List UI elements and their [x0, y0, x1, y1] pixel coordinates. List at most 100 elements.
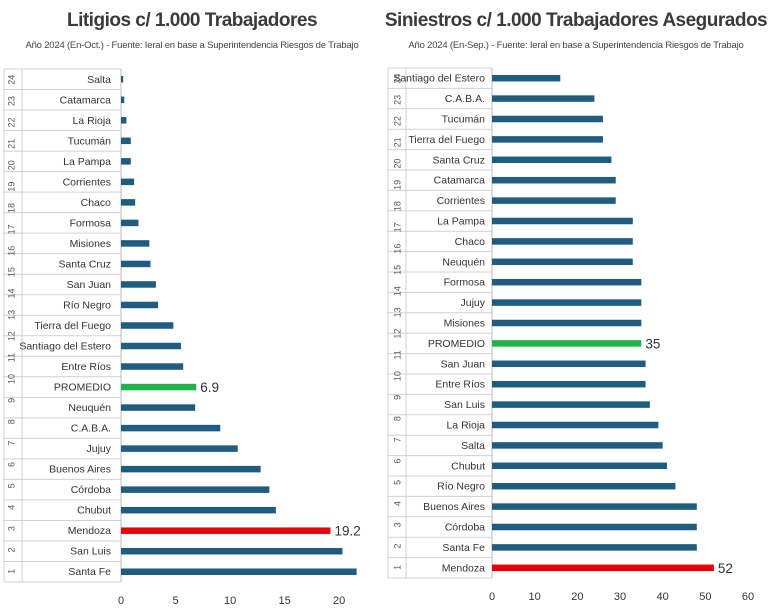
siniestros-bar — [492, 544, 697, 551]
siniestros-rank-label: 1 — [392, 565, 402, 570]
siniestros-category-label: Río Negro — [437, 481, 485, 493]
siniestros-bar — [492, 258, 633, 266]
litigios-rank-label: 13 — [6, 310, 16, 320]
litigios-highlight-bar — [121, 527, 331, 534]
siniestros-bar — [492, 360, 646, 368]
litigios-bar — [121, 486, 270, 493]
siniestros-rank-label: 2 — [392, 544, 402, 549]
siniestros-bar — [492, 401, 650, 408]
litigios-rank-label: 14 — [6, 288, 16, 298]
litigios-bar — [121, 137, 131, 145]
siniestros-rank-label: 24 — [392, 74, 402, 84]
litigios-rank-label: 18 — [6, 203, 16, 213]
siniestros-category-label: Tierra del Fuego — [408, 134, 485, 146]
siniestros-category-label: Chaco — [455, 236, 486, 248]
litigios-category-label: PROMEDIO — [54, 382, 111, 394]
litigios-rank-label: 20 — [6, 160, 16, 170]
siniestros-x-tick-label: 30 — [614, 591, 626, 603]
siniestros-bar — [492, 238, 633, 245]
litigios-bar — [121, 96, 125, 104]
litigios-category-grid — [3, 68, 121, 583]
litigios-bar — [121, 117, 127, 124]
litigios-chart-panel: Litigios c/ 1.000 Trabajadores Año 2024 … — [3, 10, 361, 607]
litigios-rank-label: 21 — [6, 139, 16, 149]
litigios-x-tick-label: 0 — [118, 595, 124, 607]
siniestros-category-label: Neuquén — [442, 256, 485, 268]
siniestros-category-label: Formosa — [444, 277, 486, 289]
siniestros-x-tick-label: 40 — [657, 591, 669, 603]
litigios-category-label: Tierra del Fuego — [34, 320, 111, 332]
litigios-rank-label: 10 — [6, 374, 16, 384]
siniestros-rank-label: 13 — [392, 307, 402, 317]
litigios-rank-label: 4 — [6, 505, 16, 510]
siniestros-category-label: Santa Fe — [442, 542, 485, 554]
siniestros-bar — [492, 136, 603, 143]
litigios-category-label: Río Negro — [63, 299, 111, 311]
litigios-chart-title: Litigios c/ 1.000 Trabajadores — [66, 10, 318, 31]
siniestros-bar — [492, 95, 595, 102]
litigios-bar — [121, 424, 221, 432]
litigios-rank-label: 17 — [6, 224, 16, 234]
litigios-rank-label: 6 — [6, 462, 16, 467]
litigios-rank-label: 5 — [6, 483, 16, 488]
litigios-bar — [121, 342, 181, 350]
siniestros-bar — [492, 421, 659, 429]
siniestros-rank-label: 10 — [392, 371, 402, 381]
siniestros-data-label: 52 — [718, 561, 733, 576]
litigios-category-label: Santiago del Estero — [19, 341, 111, 353]
siniestros-category-label: Misiones — [444, 318, 485, 330]
litigios-rank-label: 15 — [6, 267, 16, 277]
siniestros-category-grid — [387, 67, 492, 579]
siniestros-rank-label: 15 — [392, 265, 402, 275]
litigios-category-label: Corrientes — [63, 176, 111, 188]
litigios-rank-label: 23 — [6, 96, 16, 106]
siniestros-category-label: C.A.B.A. — [445, 93, 485, 105]
litigios-average-bar — [121, 383, 197, 391]
siniestros-x-tick-label: 0 — [489, 591, 495, 603]
litigios-category-label: Misiones — [70, 238, 111, 250]
litigios-bar-chart: Salta Catamarca La Rioja Tucumán La Pampa Cor… — [3, 68, 361, 607]
litigios-category-label: Formosa — [70, 217, 112, 229]
litigios-rank-label: 9 — [6, 398, 16, 403]
siniestros-rank-label: 9 — [392, 395, 402, 400]
litigios-category-label: Buenos Aires — [49, 464, 111, 476]
litigios-rank-label: 2 — [6, 547, 16, 552]
litigios-category-label: Santa Cruz — [58, 258, 111, 270]
siniestros-bar — [492, 115, 603, 123]
siniestros-rank-label: 14 — [392, 286, 402, 296]
siniestros-rank-label: 8 — [392, 416, 402, 421]
litigios-rank-label: 1 — [6, 569, 16, 574]
litigios-rank-label: 8 — [6, 419, 16, 424]
litigios-bar — [121, 158, 131, 165]
litigios-rank-label: 16 — [6, 246, 16, 256]
litigios-bar — [121, 445, 238, 452]
siniestros-rank-label: 4 — [392, 501, 402, 506]
siniestros-category-label: Chubut — [451, 460, 485, 472]
siniestros-rank-label: 7 — [392, 437, 402, 442]
siniestros-bar-chart: Santiago del Estero C.A.B.A. Tucumán Tierra… — [387, 67, 754, 603]
siniestros-category-label: San Luis — [444, 399, 485, 411]
siniestros-rank-label: 18 — [392, 201, 402, 211]
siniestros-average-bar — [492, 340, 642, 347]
litigios-category-label: Neuquén — [68, 402, 111, 414]
siniestros-rank-label: 12 — [392, 329, 402, 339]
litigios-x-tick-label: 5 — [172, 595, 178, 607]
siniestros-category-label: Tucumán — [442, 114, 486, 126]
litigios-rank-label: 3 — [6, 526, 16, 531]
litigios-category-label: San Juan — [67, 279, 112, 291]
siniestros-data-label: 35 — [645, 336, 660, 351]
litigios-category-label: Catamarca — [60, 94, 112, 106]
litigios-rank-label: 12 — [6, 331, 16, 341]
siniestros-rank-label: 23 — [392, 95, 402, 105]
siniestros-bar — [492, 523, 697, 531]
siniestros-category-label: La Rioja — [446, 420, 485, 432]
siniestros-rank-label: 16 — [392, 244, 402, 254]
litigios-bar — [121, 199, 136, 206]
siniestros-bar — [492, 442, 663, 449]
litigios-category-label: Chubut — [77, 505, 111, 517]
siniestros-category-label: Santa Cruz — [432, 154, 485, 166]
siniestros-rank-label: 6 — [392, 459, 402, 464]
litigios-category-label: C.A.B.A. — [71, 423, 111, 435]
siniestros-bar — [492, 482, 676, 490]
siniestros-category-label: San Juan — [441, 358, 486, 370]
